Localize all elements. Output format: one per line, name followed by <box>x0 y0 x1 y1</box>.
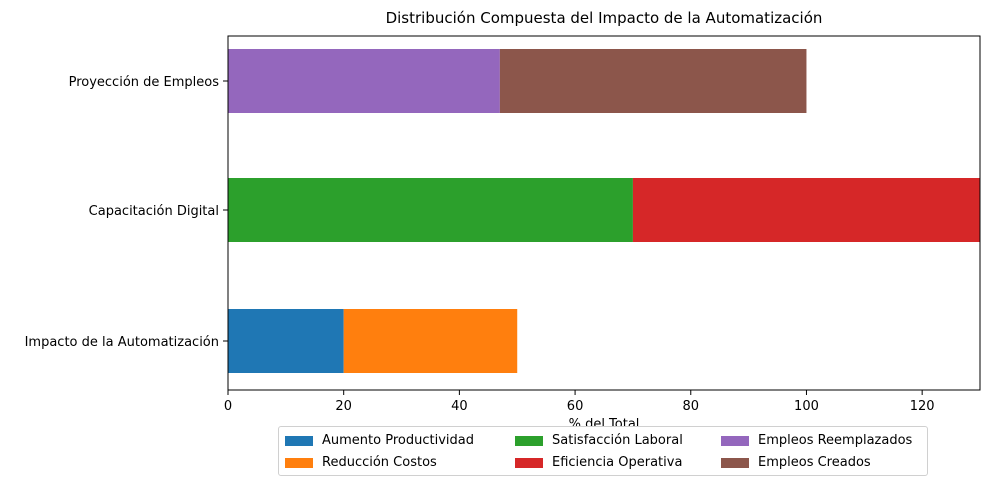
chart-legend: Aumento Productividad Reducción Costos Sat… <box>278 426 928 476</box>
x-tick-label-1: 20 <box>335 399 352 414</box>
bars-layer <box>228 49 980 373</box>
x-tick-label-0: 0 <box>224 399 232 414</box>
bar-1-2 <box>228 178 633 242</box>
legend-swatch-3 <box>515 457 543 468</box>
x-tick-label-4: 80 <box>682 399 699 414</box>
legend-swatch-0 <box>285 435 313 446</box>
legend-swatch-4 <box>721 435 749 446</box>
plot-frame <box>227 35 981 391</box>
x-tick-label-6: 120 <box>910 399 935 414</box>
bar-0-0 <box>228 309 344 373</box>
legend-item-1: Reducción Costos <box>285 455 437 470</box>
y-tick-label-0: Impacto de la Automatización <box>25 335 219 350</box>
legend-item-3: Eficiencia Operativa <box>515 455 682 470</box>
x-tick-label-2: 40 <box>451 399 468 414</box>
legend-item-4: Empleos Reemplazados <box>721 433 912 448</box>
legend-item-5: Empleos Creados <box>721 455 871 470</box>
legend-swatch-2 <box>515 435 543 446</box>
legend-label-0: Aumento Productividad <box>322 433 474 448</box>
x-tick-label-3: 60 <box>567 399 584 414</box>
legend-label-3: Eficiencia Operativa <box>552 455 683 470</box>
legend-label-2: Satisfacción Laboral <box>552 433 683 448</box>
axes-layer: Impacto de la Automatización Capacitación… <box>25 75 935 414</box>
legend-label-1: Reducción Costos <box>322 455 437 470</box>
bar-0-1 <box>343 309 518 373</box>
bar-1-3 <box>632 178 980 242</box>
legend-item-2: Satisfacción Laboral <box>515 433 683 448</box>
bar-2-4 <box>228 49 500 113</box>
y-tick-label-1: Capacitación Digital <box>89 204 219 219</box>
legend-swatch-5 <box>721 457 749 468</box>
bar-2-5 <box>499 49 807 113</box>
legend-label-5: Empleos Creados <box>758 455 871 470</box>
legend-label-4: Empleos Reemplazados <box>758 433 913 448</box>
chart-title: Distribución Compuesta del Impacto de la… <box>386 9 823 27</box>
legend-swatch-1 <box>285 457 313 468</box>
y-tick-label-2: Proyección de Empleos <box>69 75 220 90</box>
legend-item-0: Aumento Productividad <box>285 433 474 448</box>
x-tick-label-5: 100 <box>794 399 819 414</box>
